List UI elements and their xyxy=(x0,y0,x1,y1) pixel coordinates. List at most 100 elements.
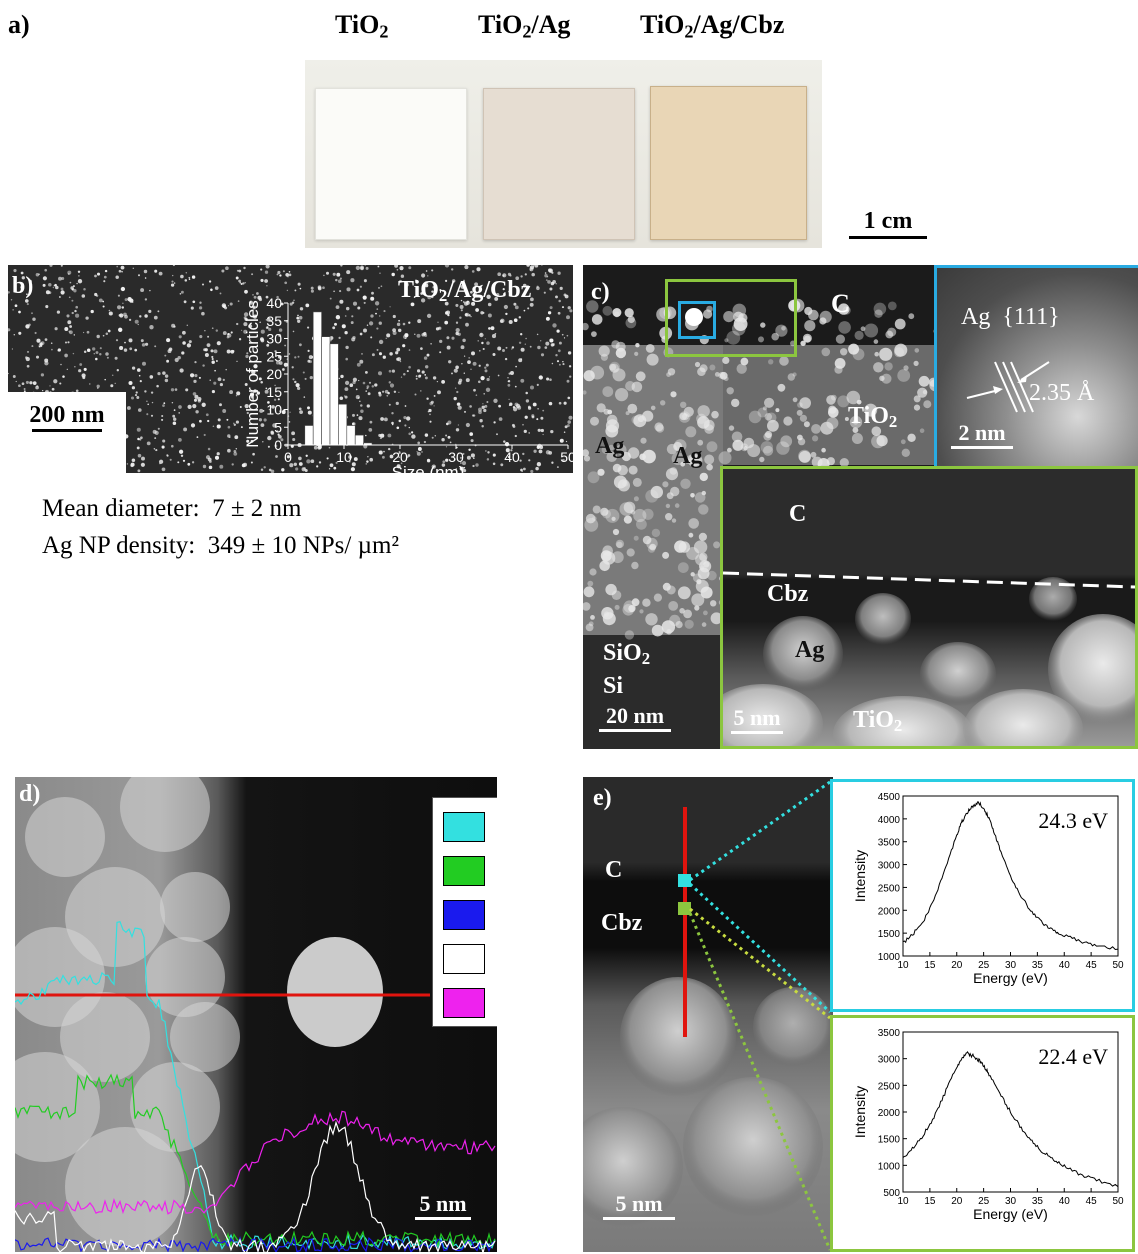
sem-particle xyxy=(202,364,205,367)
sem-particle xyxy=(402,322,406,326)
sem-particle xyxy=(463,466,466,469)
sem-particle xyxy=(252,306,256,309)
sem-particle xyxy=(243,322,248,327)
sem-particle xyxy=(484,366,487,369)
sem-particle xyxy=(267,377,270,380)
sem-particle xyxy=(472,457,475,460)
sem-particle xyxy=(42,283,46,287)
sem-particle xyxy=(111,374,114,376)
sem-particle xyxy=(569,375,572,378)
sem-particle xyxy=(179,293,182,295)
ag-nanoparticle xyxy=(748,410,762,424)
sem-particle xyxy=(124,298,128,302)
sem-particle xyxy=(44,358,49,363)
sem-particle xyxy=(391,421,394,425)
sem-particle xyxy=(462,338,466,343)
sem-particle xyxy=(329,297,332,300)
sem-particle xyxy=(478,407,482,412)
sem-particle xyxy=(364,265,366,266)
sem-particle xyxy=(445,310,451,315)
sem-particle xyxy=(166,338,171,343)
sem-particle xyxy=(536,418,539,421)
sem-particle xyxy=(472,414,476,417)
sem-particle xyxy=(522,452,525,456)
sem-particle xyxy=(540,353,545,357)
spectrum-y-tick-label: 3000 xyxy=(878,1055,901,1066)
ag-nanoparticle xyxy=(634,351,639,356)
ag-nanoparticle xyxy=(666,629,672,635)
sem-particle xyxy=(211,357,214,361)
sem-particle xyxy=(35,273,40,277)
sem-particle xyxy=(520,275,523,278)
sem-particle xyxy=(23,390,26,393)
ag-nanoparticle xyxy=(810,451,817,458)
sem-particle xyxy=(256,292,259,295)
sem-particle xyxy=(293,462,297,466)
eds-particle xyxy=(120,777,210,852)
spectrum-y-label: Intensity xyxy=(852,850,868,902)
sem-particle xyxy=(201,402,206,407)
sem-particle xyxy=(519,459,522,462)
sem-particle xyxy=(184,279,188,282)
sem-particle xyxy=(477,380,481,384)
ag-nanoparticle xyxy=(787,373,795,381)
ag-nanoparticle xyxy=(697,367,706,376)
sem-particle xyxy=(310,289,314,293)
sem-particle xyxy=(555,295,558,299)
stem-cross-section: c) C TiO2 Ag Ag SiO2 Si 20 nm Ag {111} 2… xyxy=(583,265,1138,749)
sem-particle xyxy=(301,467,306,472)
sample-label-tio2: TiO2 xyxy=(335,10,389,42)
ag-nanoparticle xyxy=(871,426,882,436)
sem-particle xyxy=(380,285,383,288)
ag-nanoparticle xyxy=(894,318,906,330)
sem-particle xyxy=(470,439,474,443)
ag-nanoparticle xyxy=(680,401,687,408)
sem-particle xyxy=(196,436,199,438)
sem-particle xyxy=(358,416,363,421)
sem-particle xyxy=(423,440,427,444)
sem-particle xyxy=(505,346,508,349)
sem-particle xyxy=(487,451,490,454)
inset-label-tio2: TiO2 xyxy=(853,707,903,736)
sem-particle xyxy=(120,265,125,270)
sem-particle xyxy=(344,380,350,386)
sem-particle xyxy=(455,303,459,307)
ag-nanoparticle xyxy=(617,479,630,492)
sem-particle xyxy=(242,282,245,285)
sem-particle xyxy=(398,419,402,423)
sem-particle xyxy=(392,328,396,332)
ag-nanoparticle xyxy=(873,302,887,316)
sem-particle xyxy=(129,347,133,351)
ag-nanoparticle xyxy=(901,448,910,457)
ag-nanoparticle xyxy=(703,610,708,616)
spectrum-y-tick-label: 4000 xyxy=(878,815,901,826)
sem-particle xyxy=(352,339,354,342)
sem-particle xyxy=(262,441,264,443)
sem-particle xyxy=(463,355,466,357)
sem-particle xyxy=(102,300,105,303)
spectrum-y-tick-label: 3500 xyxy=(878,1028,901,1039)
sem-particle xyxy=(29,381,33,385)
sem-particle xyxy=(446,345,451,350)
sem-particle xyxy=(11,348,14,350)
sem-particle xyxy=(351,337,356,342)
histogram-y-tick-label: 15 xyxy=(266,384,282,400)
sem-particle xyxy=(338,377,341,380)
sem-particle xyxy=(481,341,484,345)
sem-particle xyxy=(513,302,517,306)
ag-nanoparticle xyxy=(602,305,613,316)
sem-particle xyxy=(550,429,554,434)
sem-particle xyxy=(26,364,30,368)
sem-particle xyxy=(460,345,465,350)
sem-particle xyxy=(98,298,103,303)
ag-nanoparticle xyxy=(591,314,603,325)
sem-particle xyxy=(144,298,148,301)
ag-nanoparticle xyxy=(645,489,659,503)
sem-particle xyxy=(451,372,453,375)
sem-particle xyxy=(93,352,96,355)
ag-nanoparticle xyxy=(613,311,620,318)
sem-particle xyxy=(313,445,318,450)
sem-particle xyxy=(209,460,212,463)
sem-particle xyxy=(108,309,111,312)
ag-nanoparticle xyxy=(907,433,916,442)
